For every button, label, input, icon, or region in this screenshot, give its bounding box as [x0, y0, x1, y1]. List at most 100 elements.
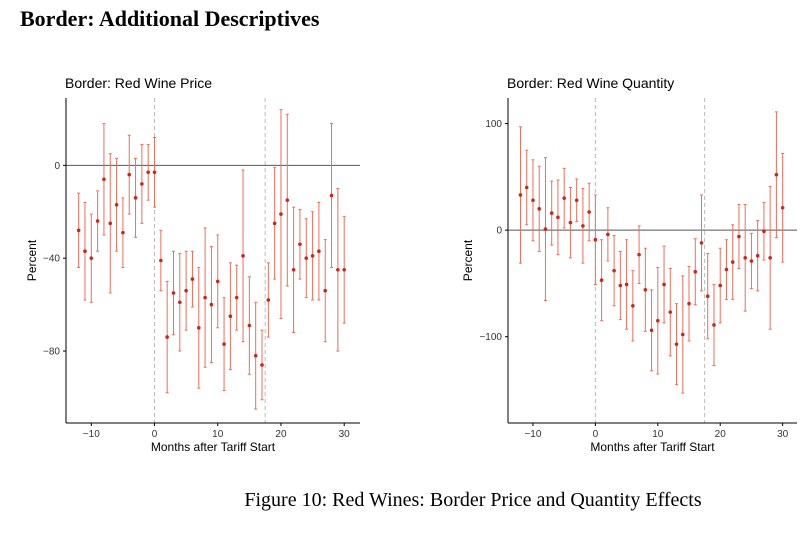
- point: [323, 288, 328, 293]
- x-tick-label: 20: [275, 429, 287, 440]
- x-axis-label: Months after Tariff Start: [151, 440, 276, 454]
- y-axis-label: Percent: [25, 239, 39, 281]
- y-tick-label: 100: [485, 119, 502, 130]
- x-tick-label: 20: [715, 429, 727, 440]
- point: [680, 332, 685, 337]
- point: [140, 182, 144, 186]
- point: [89, 256, 94, 260]
- point: [537, 207, 542, 211]
- point: [234, 295, 239, 300]
- point: [730, 260, 735, 264]
- point: [184, 288, 188, 293]
- point: [253, 353, 258, 358]
- point: [260, 363, 264, 367]
- point: [178, 300, 182, 305]
- point: [643, 288, 648, 292]
- point: [203, 295, 207, 300]
- point: [674, 342, 679, 346]
- point: [76, 228, 81, 233]
- point: [317, 249, 321, 254]
- point: [298, 242, 302, 247]
- point: [228, 314, 233, 319]
- point: [159, 258, 163, 263]
- point: [272, 221, 277, 226]
- point: [247, 323, 252, 328]
- y-tick-label: −80: [43, 347, 60, 358]
- point: [693, 269, 698, 274]
- x-tick-label: −10: [524, 429, 541, 440]
- point: [114, 202, 119, 207]
- point: [780, 205, 785, 210]
- point: [215, 279, 220, 284]
- chart-title: Border: Red Wine Price: [65, 75, 212, 91]
- x-axis-label: Months after Tariff Start: [590, 440, 715, 454]
- point: [549, 211, 554, 215]
- point: [310, 254, 315, 258]
- point: [749, 259, 754, 263]
- point: [190, 277, 195, 281]
- figure-caption: Figure 10: Red Wines: Border Price and Q…: [244, 489, 701, 511]
- point: [699, 241, 704, 245]
- point: [568, 220, 573, 225]
- point: [121, 230, 125, 235]
- y-tick-label: 0: [496, 226, 502, 237]
- point: [649, 328, 654, 333]
- x-tick-label: 0: [152, 429, 158, 440]
- point: [718, 283, 723, 288]
- point: [774, 172, 779, 177]
- point: [266, 298, 271, 302]
- point: [304, 256, 309, 260]
- point: [755, 253, 760, 258]
- point: [146, 170, 150, 175]
- point: [102, 177, 106, 182]
- y-axis-label: Percent: [461, 239, 475, 281]
- point: [171, 291, 176, 295]
- point: [165, 335, 169, 339]
- point: [531, 198, 535, 203]
- point: [95, 219, 100, 223]
- point: [329, 193, 334, 198]
- point: [222, 342, 226, 346]
- point: [518, 193, 523, 197]
- point: [285, 198, 290, 202]
- point: [127, 172, 132, 177]
- point: [562, 196, 566, 200]
- y-tick-label: 0: [54, 161, 60, 172]
- x-tick-label: 10: [212, 429, 224, 440]
- point: [581, 224, 585, 228]
- point: [656, 318, 660, 323]
- point: [618, 283, 623, 288]
- x-tick-label: 0: [593, 429, 599, 440]
- point: [209, 302, 214, 307]
- point: [687, 301, 691, 306]
- y-tick-label: −40: [43, 254, 60, 265]
- point: [737, 234, 741, 239]
- point: [606, 232, 610, 237]
- page-title: Border: Additional Descriptives: [20, 6, 320, 31]
- point: [743, 256, 747, 260]
- point: [108, 221, 113, 226]
- point: [668, 310, 673, 314]
- point: [152, 170, 157, 175]
- y-tick-label: −100: [479, 332, 502, 343]
- point: [762, 229, 766, 233]
- point: [768, 256, 772, 260]
- point: [705, 294, 710, 298]
- point: [593, 237, 598, 242]
- point: [624, 282, 629, 287]
- point: [543, 227, 548, 231]
- point: [241, 254, 245, 258]
- point: [336, 267, 340, 272]
- point: [712, 323, 716, 327]
- point: [637, 252, 641, 257]
- point: [556, 215, 560, 220]
- point: [291, 267, 296, 272]
- point: [612, 268, 616, 273]
- point: [279, 212, 283, 216]
- point: [587, 210, 591, 214]
- point: [342, 267, 346, 272]
- point: [662, 282, 666, 287]
- point: [83, 249, 87, 254]
- chart-title: Border: Red Wine Quantity: [507, 75, 674, 91]
